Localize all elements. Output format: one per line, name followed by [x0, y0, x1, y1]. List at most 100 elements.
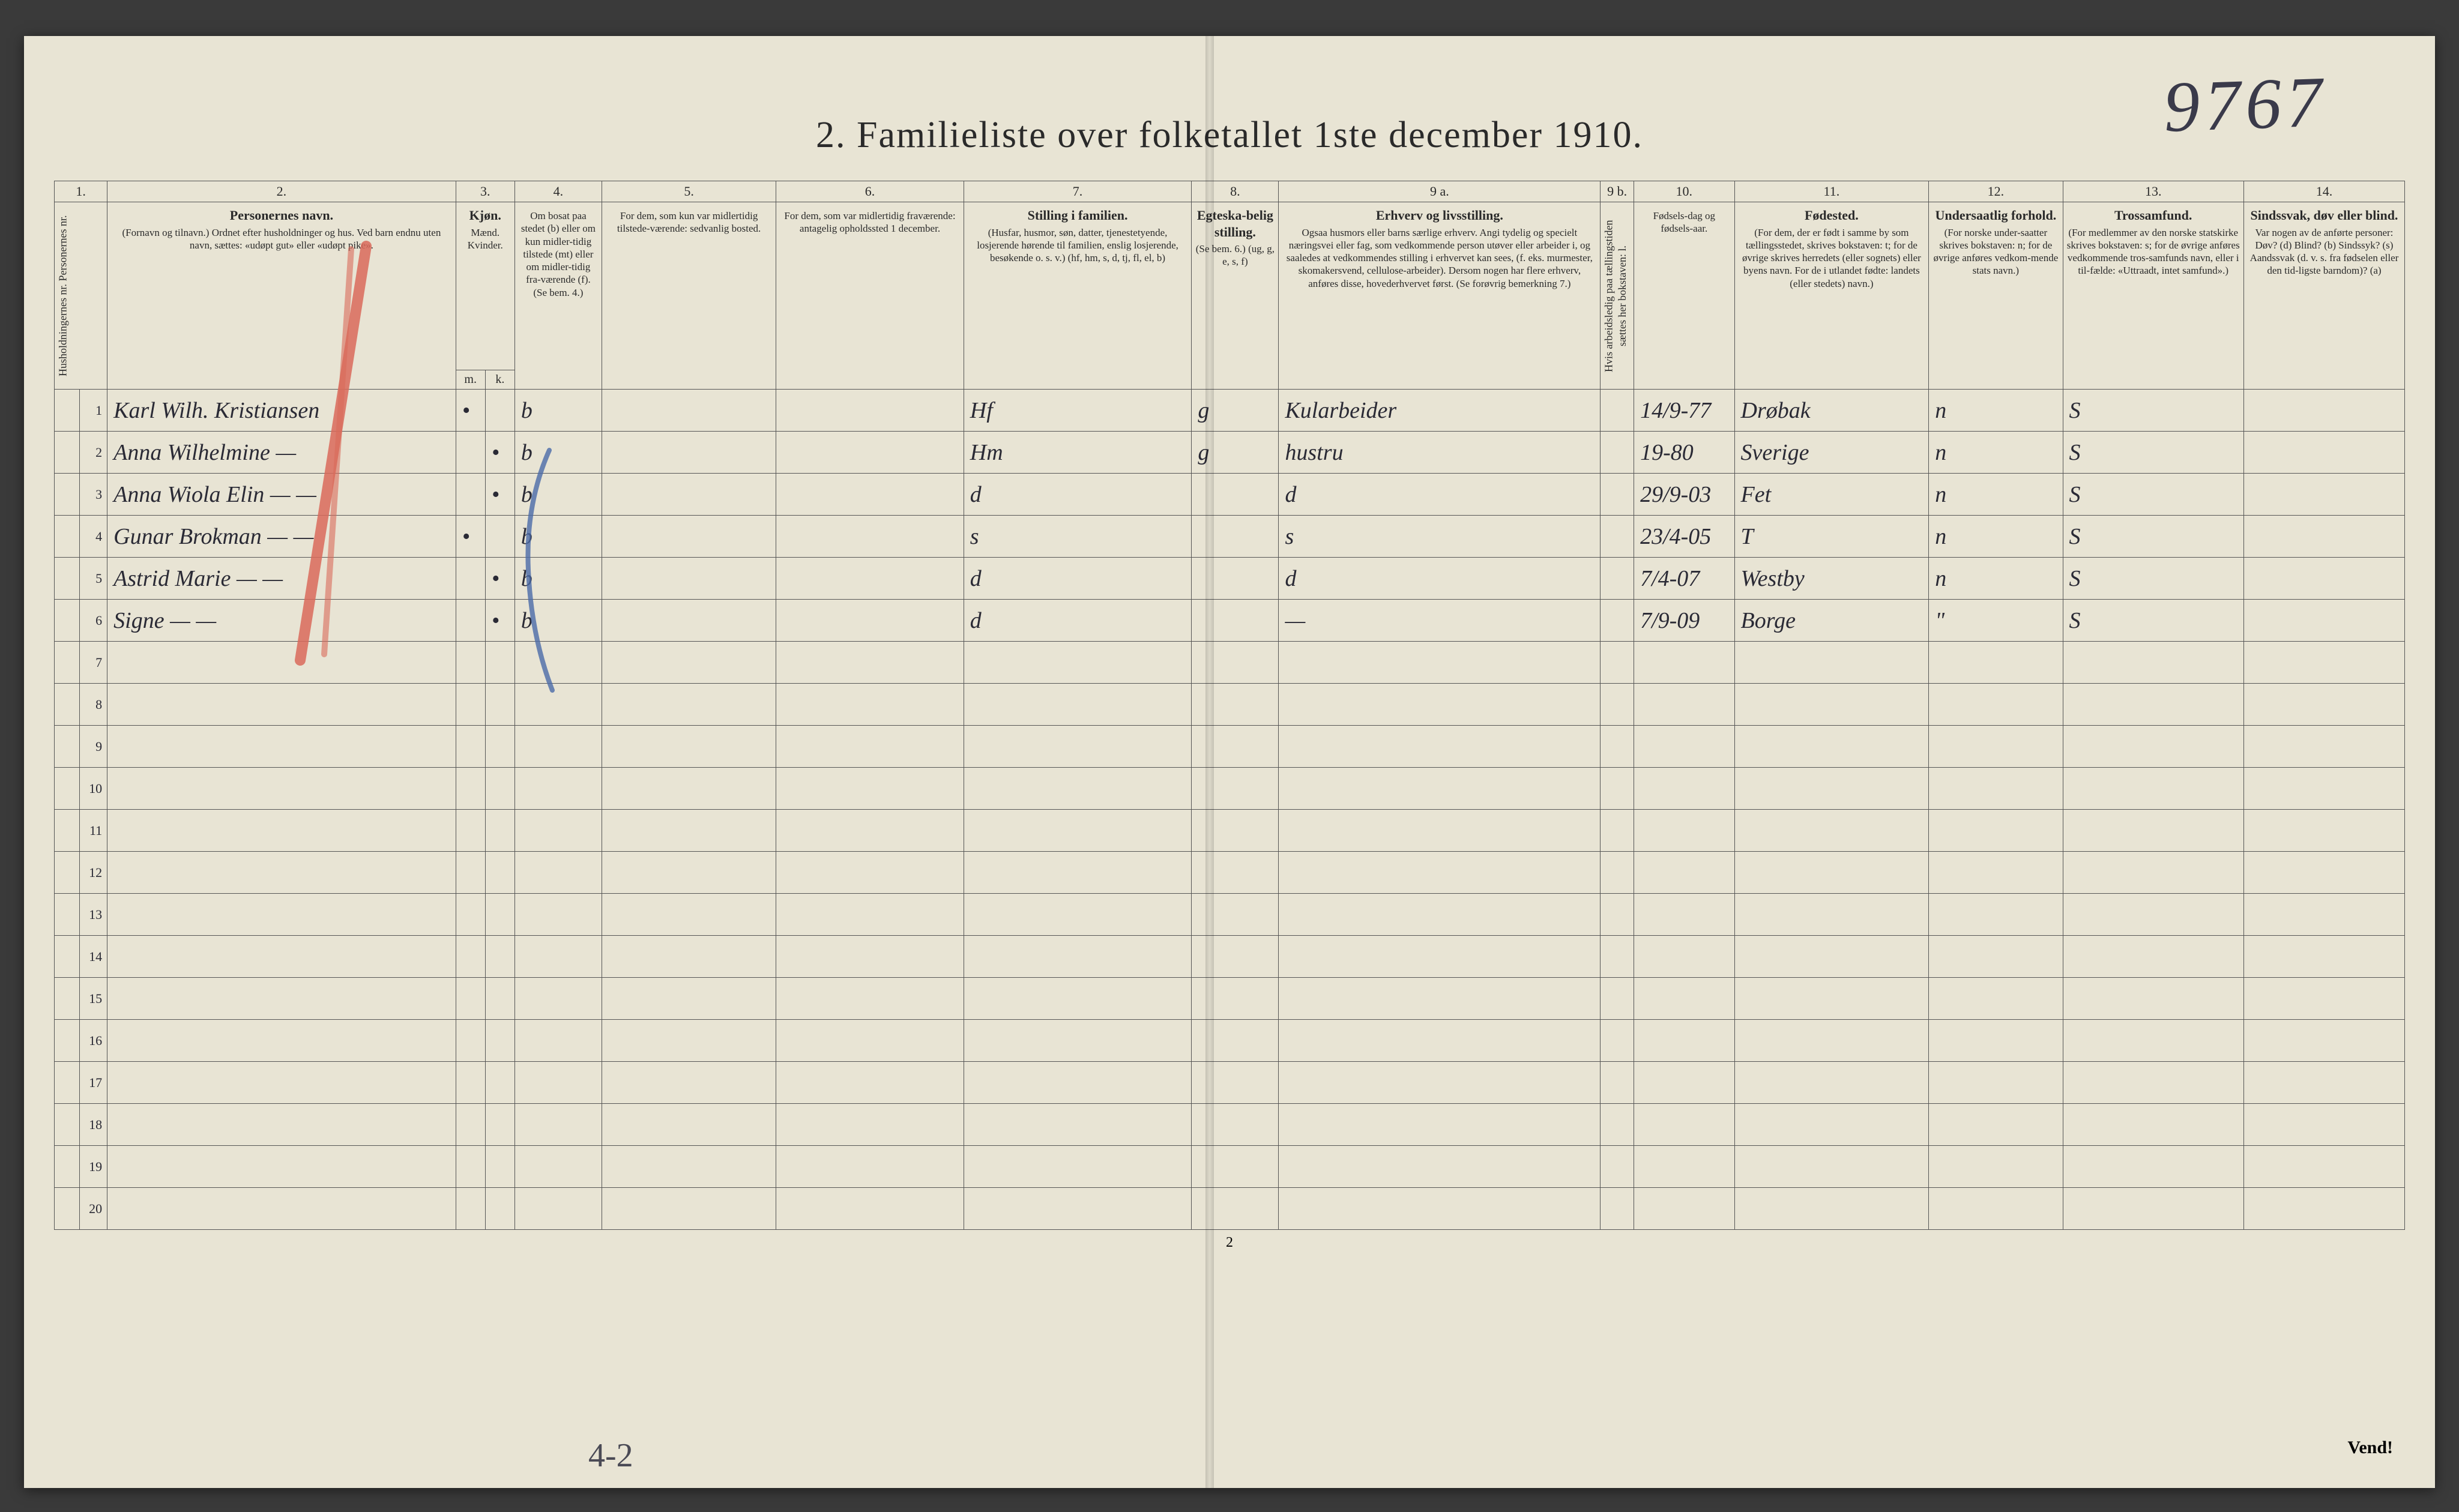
cell: 14 — [80, 936, 107, 978]
cell: S — [2063, 558, 2243, 600]
h12-bold: Undersaatlig forhold. — [1933, 207, 2059, 224]
h3: Kjøn. Mænd. Kvinder. — [456, 202, 514, 370]
cell — [485, 894, 514, 936]
cell — [2063, 768, 2243, 810]
cell — [2063, 936, 2243, 978]
table-row: 6Signe — —•bd—7/9-09Borge"S — [55, 600, 2405, 642]
cell — [964, 684, 1192, 726]
cell — [1929, 852, 2063, 894]
table-row: 12 — [55, 852, 2405, 894]
page-title: 2. Familieliste over folketallet 1ste de… — [54, 114, 2405, 157]
cell — [485, 390, 514, 432]
cell — [1929, 978, 2063, 1020]
cell — [1601, 852, 1634, 894]
cell — [1192, 600, 1279, 642]
cell: T — [1734, 516, 1929, 558]
vend-label: Vend! — [2347, 1438, 2393, 1458]
cell — [1279, 936, 1601, 978]
cell — [456, 1104, 485, 1146]
cell: s — [964, 516, 1192, 558]
cell — [1734, 1104, 1929, 1146]
cell — [2243, 768, 2404, 810]
cell — [602, 474, 776, 516]
cell — [1929, 726, 2063, 768]
cell — [776, 852, 964, 894]
cell — [485, 936, 514, 978]
cell — [776, 684, 964, 726]
cell — [55, 726, 80, 768]
cell — [107, 684, 456, 726]
colnum-11: 11. — [1734, 181, 1929, 202]
cell — [1734, 642, 1929, 684]
cell — [776, 810, 964, 852]
cell — [1734, 684, 1929, 726]
cell: 18 — [80, 1104, 107, 1146]
h14-bold: Sindssvak, døv eller blind. — [2248, 207, 2401, 224]
cell — [1734, 768, 1929, 810]
cell: 2 — [80, 432, 107, 474]
cell — [1192, 516, 1279, 558]
cell — [964, 1146, 1192, 1188]
cell: " — [1929, 600, 2063, 642]
cell — [107, 642, 456, 684]
cell — [2063, 978, 2243, 1020]
cell — [1192, 474, 1279, 516]
annotation-bottom: 4-2 — [588, 1436, 633, 1475]
cell — [1279, 1146, 1601, 1188]
cell — [1634, 894, 1734, 936]
cell — [1929, 1104, 2063, 1146]
annotation-top-right: 9767 — [2162, 60, 2329, 148]
cell — [964, 1188, 1192, 1230]
cell: n — [1929, 558, 2063, 600]
cell — [485, 726, 514, 768]
cell: d — [1279, 474, 1601, 516]
cell — [1734, 936, 1929, 978]
cell — [1279, 810, 1601, 852]
cell — [107, 978, 456, 1020]
cell — [1192, 1146, 1279, 1188]
cell: • — [456, 390, 485, 432]
cell — [485, 1188, 514, 1230]
h11-lines: (For dem, der er født i samme by som tæl… — [1739, 226, 1925, 290]
cell — [107, 768, 456, 810]
cell — [1192, 852, 1279, 894]
cell — [776, 642, 964, 684]
cell — [2063, 852, 2243, 894]
cell — [1601, 516, 1634, 558]
table-row: 4Gunar Brokman — —•bss23/4-05TnS — [55, 516, 2405, 558]
cell: S — [2063, 516, 2243, 558]
cell — [1279, 726, 1601, 768]
cell — [1279, 1062, 1601, 1104]
cell — [1634, 1062, 1734, 1104]
cell — [55, 1020, 80, 1062]
cell — [485, 684, 514, 726]
cell — [776, 600, 964, 642]
cell — [485, 852, 514, 894]
census-table: 1. 2. 3. 4. 5. 6. 7. 8. 9 a. 9 b. 10. 11… — [54, 181, 2405, 1230]
cell: 13 — [80, 894, 107, 936]
cell: • — [485, 474, 514, 516]
cell — [1734, 1062, 1929, 1104]
table-row: 2Anna Wilhelmine —•bHmghustru19-80Sverig… — [55, 432, 2405, 474]
cell: hustru — [1279, 432, 1601, 474]
cell — [514, 1188, 602, 1230]
h4-text: Om bosat paa stedet (b) eller om kun mid… — [519, 209, 598, 299]
cell — [485, 810, 514, 852]
cell — [602, 1062, 776, 1104]
cell — [107, 852, 456, 894]
cell: n — [1929, 432, 2063, 474]
cell — [2243, 684, 2404, 726]
cell: 8 — [80, 684, 107, 726]
table-row: 9 — [55, 726, 2405, 768]
cell — [1929, 1188, 2063, 1230]
cell — [1601, 1188, 1634, 1230]
cell — [55, 978, 80, 1020]
cell — [1929, 1062, 2063, 1104]
cell: Kularbeider — [1279, 390, 1601, 432]
colnum-14: 14. — [2243, 181, 2404, 202]
cell — [107, 1146, 456, 1188]
page-number-bottom: 2 — [54, 1235, 2405, 1251]
cell — [1601, 600, 1634, 642]
colnum-10: 10. — [1634, 181, 1734, 202]
colnum-7: 7. — [964, 181, 1192, 202]
